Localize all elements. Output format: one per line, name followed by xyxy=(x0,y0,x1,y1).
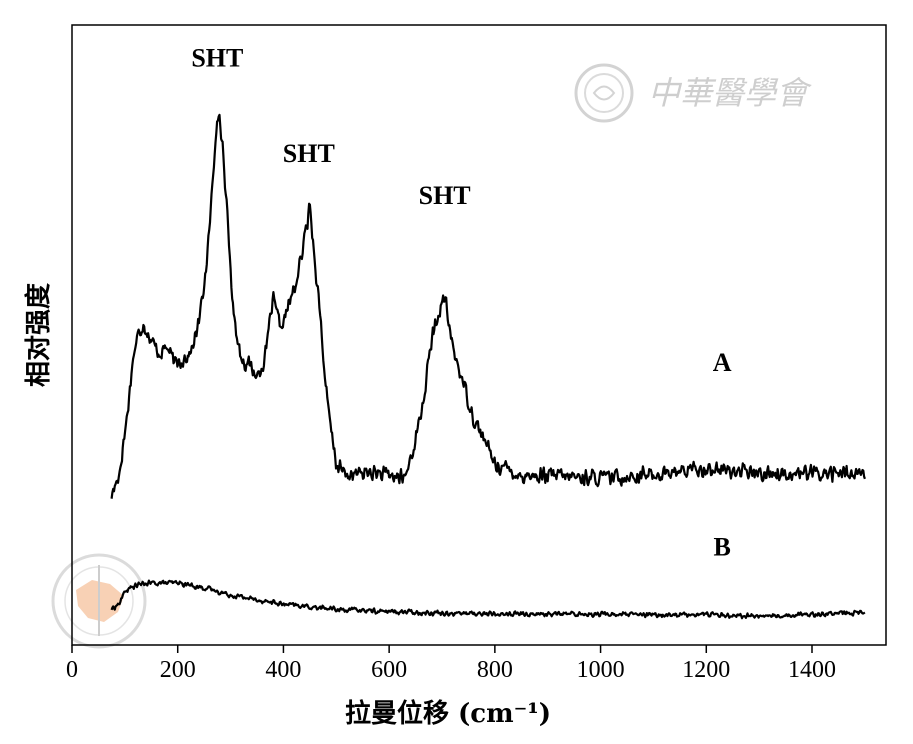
plot-frame xyxy=(71,24,887,646)
series-line-b xyxy=(110,579,866,620)
series-layer xyxy=(110,113,866,620)
x-tick-label: 1000 xyxy=(577,657,625,683)
x-tick-label: 600 xyxy=(371,657,407,683)
series-line-a xyxy=(110,113,866,499)
association-seal-icon xyxy=(51,553,147,649)
x-tick-label: 1400 xyxy=(788,657,836,683)
annotation-layer: SHT SHT SHT A B xyxy=(191,44,731,562)
watermark-seal-icon xyxy=(574,63,634,123)
x-tick-label: 400 xyxy=(265,657,301,683)
x-axis: 0 200 400 600 800 1000 1200 1400 xyxy=(66,645,836,683)
x-axis-title: 拉曼位移 (cm⁻¹) xyxy=(345,698,551,729)
peak-label: SHT xyxy=(191,44,243,73)
x-tick-label: 0 xyxy=(66,657,78,683)
peak-label: SHT xyxy=(283,139,335,168)
x-tick-label: 800 xyxy=(477,657,513,683)
series-label-b: B xyxy=(713,533,730,562)
watermark: 中華醫學會 xyxy=(574,63,812,123)
y-axis-title: 相对强度 xyxy=(23,283,54,387)
peak-label: SHT xyxy=(419,181,471,210)
x-tick-label: 200 xyxy=(160,657,196,683)
x-tick-label: 1200 xyxy=(682,657,730,683)
watermark-text: 中華醫學會 xyxy=(648,74,812,112)
series-label-a: A xyxy=(713,348,732,377)
